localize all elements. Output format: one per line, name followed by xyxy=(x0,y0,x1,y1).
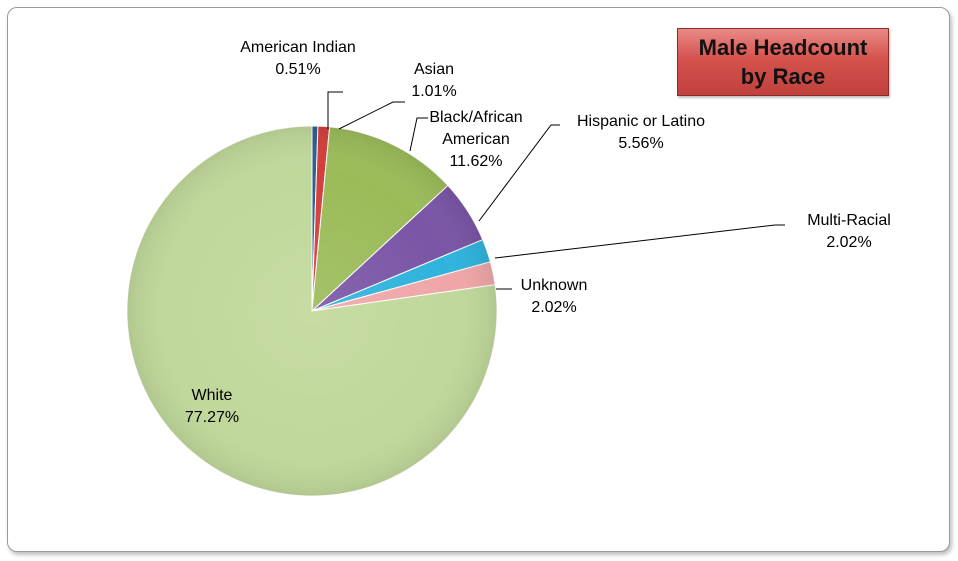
data-label-value-white: 77.27% xyxy=(185,409,239,426)
data-label-value-unknown: 2.02% xyxy=(531,299,576,316)
data-label-value-multi-racial: 2.02% xyxy=(826,234,871,251)
chart-title-line-2: by Race xyxy=(741,62,825,91)
data-label-value-american-indian: 0.51% xyxy=(275,61,320,78)
data-label-category-black-african-american: American xyxy=(442,131,510,148)
data-label-category-black-african-american: Black/African xyxy=(429,109,522,126)
leader-line-black-african-american xyxy=(410,118,428,151)
data-label-category-unknown: Unknown xyxy=(521,277,588,294)
chart-title: Male Headcount by Race xyxy=(677,28,889,96)
data-label-category-asian: Asian xyxy=(414,61,454,78)
data-label-value-black-african-american: 11.62% xyxy=(449,153,502,170)
leader-line-multi-racial xyxy=(495,225,785,258)
data-label-value-hispanic-or-latino: 5.56% xyxy=(618,135,663,152)
leader-line-asian xyxy=(339,102,405,129)
data-label-value-asian: 1.01% xyxy=(411,83,456,100)
data-label-category-white: White xyxy=(192,387,233,404)
data-label-category-multi-racial: Multi-Racial xyxy=(807,212,891,229)
data-label-category-hispanic-or-latino: Hispanic or Latino xyxy=(577,113,705,130)
chart-title-line-1: Male Headcount xyxy=(699,33,868,62)
leader-line-american-indian xyxy=(328,92,343,129)
data-label-category-american-indian: American Indian xyxy=(240,39,356,56)
